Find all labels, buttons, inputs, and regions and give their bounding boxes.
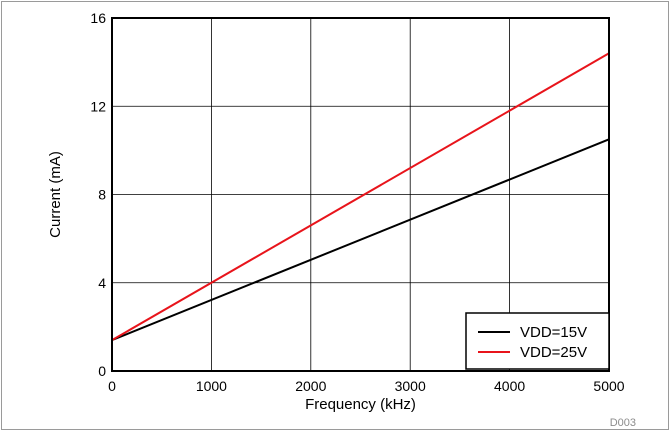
- x-tick-label: 5000: [593, 378, 624, 394]
- y-tick-label: 12: [90, 98, 106, 114]
- plot-area: [111, 17, 610, 372]
- x-tick-label: 0: [108, 378, 116, 394]
- legend-label-2: VDD=25V: [520, 344, 587, 361]
- figure-id: D003: [610, 417, 636, 429]
- x-tick-label: 3000: [395, 378, 426, 394]
- y-tick-label: 0: [98, 363, 106, 379]
- x-tick-label: 1000: [196, 378, 227, 394]
- x-tick-label: 2000: [295, 378, 326, 394]
- series-line-1: [111, 138, 610, 342]
- y-axis-label: Current (mA): [47, 151, 64, 238]
- y-tick-label: 16: [90, 10, 106, 26]
- y-tick-label: 4: [98, 275, 106, 291]
- y-tick-label: 8: [98, 187, 106, 203]
- legend-label-1: VDD=15V: [520, 324, 587, 341]
- legend-box: [465, 312, 610, 370]
- x-tick-labels: 0 1000 2000 3000 4000 5000: [108, 378, 625, 394]
- x-axis-label: Frequency (kHz): [305, 396, 416, 413]
- legend: VDD=15V VDD=25V: [465, 312, 610, 370]
- series-line-2: [111, 52, 610, 341]
- x-tick-label: 4000: [494, 378, 525, 394]
- series-lines: [111, 52, 610, 342]
- grid-lines: [112, 18, 609, 371]
- y-tick-labels: 0 4 8 12 16: [90, 10, 106, 379]
